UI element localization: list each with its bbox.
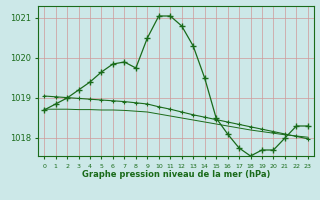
X-axis label: Graphe pression niveau de la mer (hPa): Graphe pression niveau de la mer (hPa) [82, 170, 270, 179]
